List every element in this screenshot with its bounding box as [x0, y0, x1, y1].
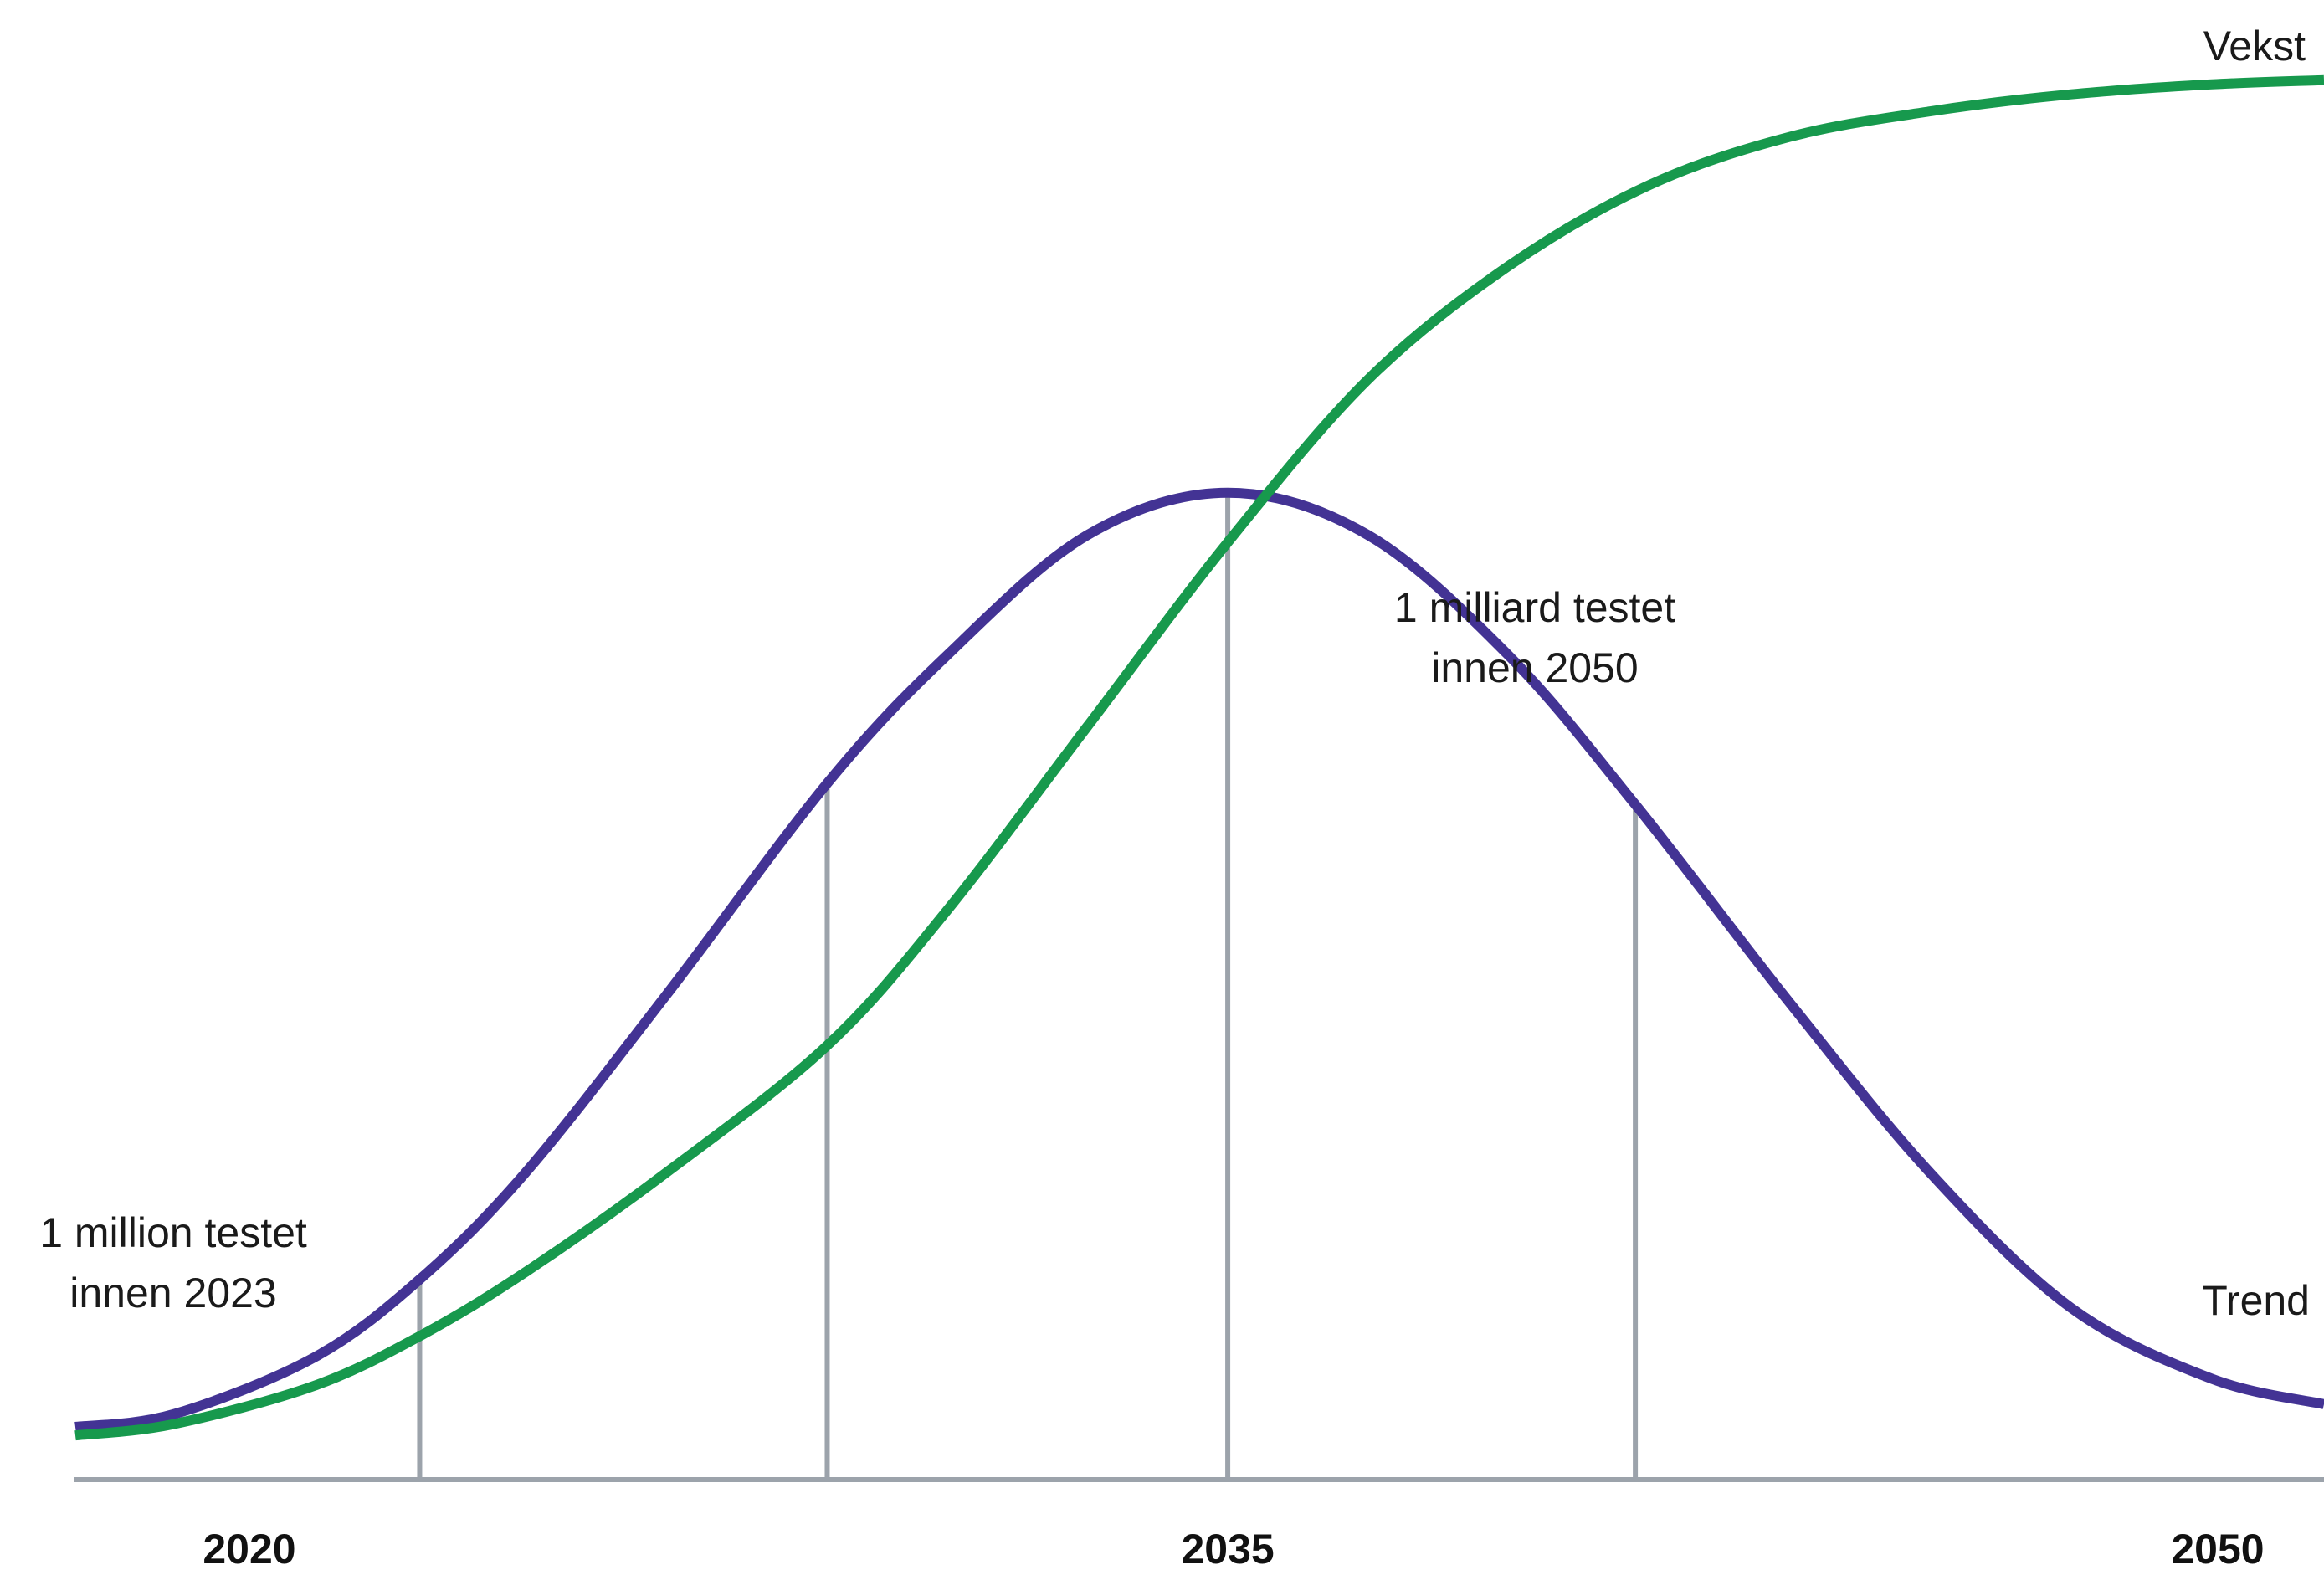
annotation-milliard-line1: 1 milliard testet	[1394, 584, 1675, 631]
annotation-million-line2: innen 2023	[69, 1270, 276, 1316]
series-line-trend	[74, 487, 2324, 1432]
gridlines	[417, 492, 1639, 1480]
annotation-milliard-line2: innen 2050	[1431, 644, 1638, 691]
series-line-vekst	[74, 74, 2324, 1441]
series-lines	[74, 74, 2324, 1441]
x-tick-label: 2050	[2171, 1526, 2264, 1570]
annotation-million-line1: 1 million testet	[39, 1209, 307, 1256]
x-tick-label: 2035	[1181, 1526, 1274, 1570]
x-tick-label: 2020	[203, 1526, 295, 1570]
series-label-vekst: Vekst	[2203, 23, 2306, 69]
series-label-trend: Trend	[2202, 1277, 2310, 1324]
x-tick-labels: 2020 2035 2050	[203, 1526, 2264, 1570]
